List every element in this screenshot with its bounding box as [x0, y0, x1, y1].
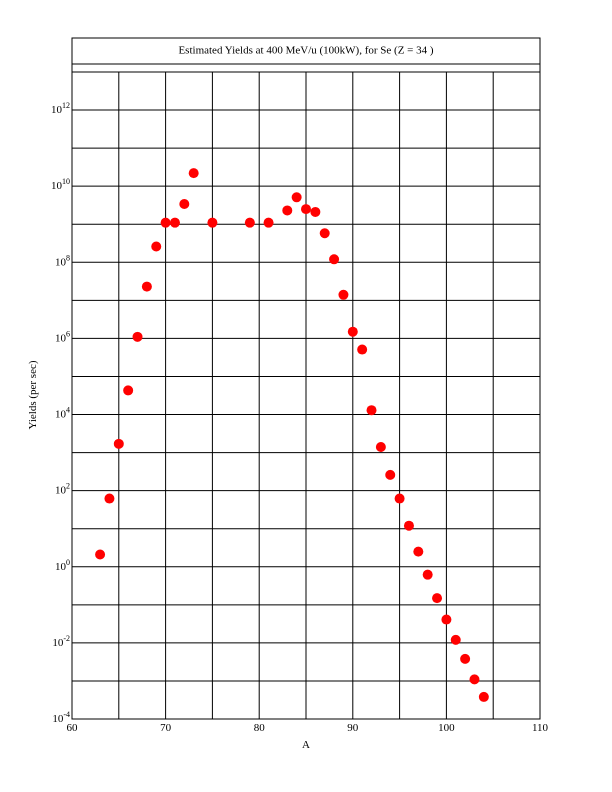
point [478, 691, 489, 702]
x-tick-label: 100 [438, 722, 455, 734]
x-tick-label: 80 [254, 722, 266, 734]
x-tick-label: 60 [67, 722, 79, 734]
point [375, 442, 386, 453]
x-tick-label: 110 [532, 722, 549, 734]
y-tick-label: 1010 [51, 177, 70, 192]
point [301, 204, 311, 215]
point [207, 217, 218, 228]
point [319, 228, 330, 239]
y-tick-label: 1012 [51, 101, 70, 116]
point [282, 205, 293, 216]
point [263, 217, 274, 228]
point [95, 549, 106, 560]
point [123, 385, 134, 396]
point [188, 168, 199, 179]
point [441, 614, 452, 625]
point [160, 217, 171, 228]
point [104, 493, 115, 504]
y-tick-label: 100 [55, 558, 70, 573]
y-tick-label: 104 [55, 406, 70, 421]
point [151, 241, 162, 252]
y-tick-label: 10-4 [52, 710, 70, 725]
point [132, 331, 143, 342]
point [357, 344, 368, 355]
point [347, 326, 358, 337]
x-axis-label: A [302, 739, 310, 751]
point [366, 405, 377, 416]
point [422, 569, 433, 580]
point [244, 217, 255, 228]
point [403, 520, 414, 531]
point [338, 289, 349, 300]
point [169, 217, 180, 228]
point [141, 281, 152, 292]
y-tick-label: 102 [55, 482, 70, 497]
point [310, 206, 321, 217]
point [450, 634, 461, 645]
point [460, 653, 471, 664]
y-tick-label: 10-2 [52, 634, 70, 649]
y-axis-label: Yields (per sec) [27, 360, 39, 429]
point [394, 493, 405, 504]
point [179, 199, 190, 210]
point [291, 192, 302, 203]
chart-title: Estimated Yields at 400 MeV/u (100kW), f… [178, 45, 433, 57]
point [413, 546, 424, 557]
x-tick-label: 70 [160, 722, 172, 734]
point [385, 469, 396, 480]
y-tick-label: 108 [55, 253, 70, 268]
point [329, 254, 340, 265]
point [113, 438, 124, 449]
point [432, 593, 443, 604]
y-tick-label: 106 [55, 329, 70, 344]
point [469, 674, 480, 685]
x-tick-label: 90 [347, 722, 359, 734]
